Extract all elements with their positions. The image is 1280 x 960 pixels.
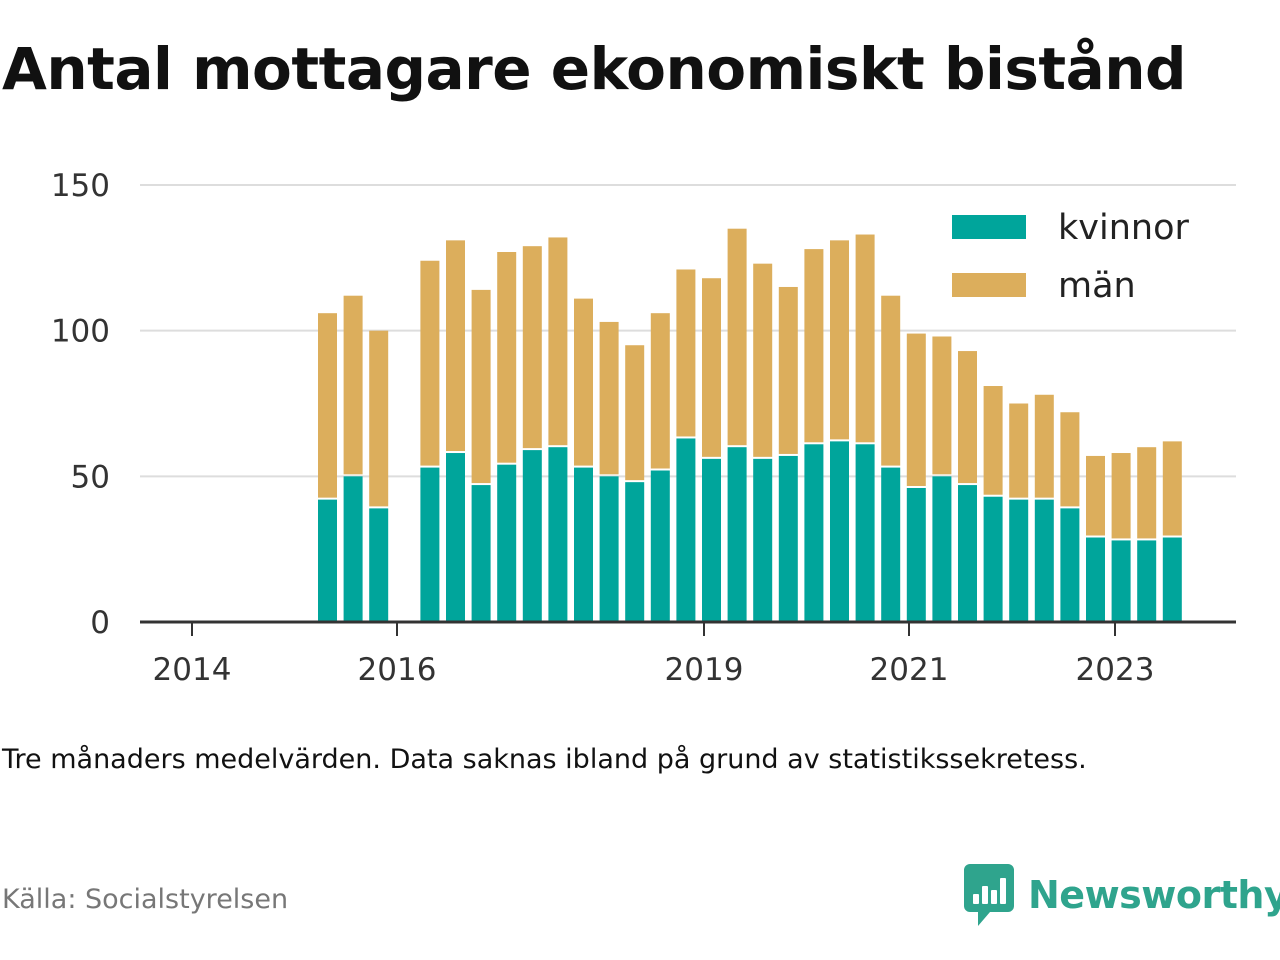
bars [318, 228, 1182, 622]
bar-kvinnor [676, 438, 696, 622]
bar-man [343, 295, 363, 475]
bar-kvinnor [446, 453, 465, 622]
bar-kvinnor [1162, 537, 1182, 622]
bar-man [446, 240, 465, 452]
bar-kvinnor [1060, 508, 1080, 622]
bar-kvinnor [906, 487, 926, 622]
bar-kvinnor [855, 444, 875, 622]
chart-title: Antal mottagare ekonomiskt bistånd [2, 35, 1187, 103]
y-tick-label: 50 [71, 459, 110, 495]
bar-man [1111, 453, 1131, 539]
bar-kvinnor [369, 508, 389, 622]
bar-kvinnor [420, 467, 440, 622]
bar-man [778, 286, 798, 454]
x-tick-label: 2019 [665, 652, 744, 688]
bar-kvinnor [343, 476, 363, 622]
bar-kvinnor [727, 447, 747, 622]
legend-label: kvinnor [1058, 208, 1189, 248]
bar-kvinnor [650, 470, 670, 622]
y-tick-label: 100 [51, 314, 110, 350]
legend-swatch [952, 273, 1026, 297]
x-axis: 2014 2016 2019 2021 2023 [140, 620, 1236, 688]
bar-man [1086, 455, 1105, 536]
x-tick-label: 2021 [870, 652, 949, 688]
bar-man [574, 298, 593, 466]
bar-man [625, 345, 645, 481]
bar-man [958, 351, 977, 484]
bar-kvinnor [932, 476, 952, 622]
bar-man [753, 263, 773, 457]
bar-man [471, 289, 491, 484]
brand-name: Newsworthy [1028, 873, 1280, 917]
bar-kvinnor [958, 485, 977, 622]
bar-man [702, 278, 721, 457]
legend-swatch [952, 215, 1026, 239]
newsworthy-logo-icon [964, 864, 1014, 926]
bar-man [497, 252, 517, 463]
stacked-bar-chart: 0 50 100 150 2014 2016 2019 2021 2023 kvinnor mä… [51, 168, 1236, 688]
bar-man [804, 249, 824, 443]
bar-kvinnor [753, 458, 773, 622]
bar-kvinnor [574, 467, 593, 622]
bar-man [599, 321, 619, 475]
bar-kvinnor [1034, 499, 1054, 622]
y-tick-label: 0 [90, 605, 110, 641]
bar-kvinnor [881, 467, 901, 622]
bar-kvinnor [548, 447, 568, 622]
bar-kvinnor [522, 450, 542, 622]
bar-man [727, 228, 747, 446]
bar-man [548, 237, 568, 446]
bar-man [522, 246, 542, 449]
bar-man [676, 269, 696, 437]
bar-man [830, 240, 849, 440]
bar-kvinnor [1009, 499, 1029, 622]
x-tick-label: 2023 [1076, 652, 1155, 688]
legend-label: män [1058, 266, 1136, 306]
bar-kvinnor [778, 455, 798, 622]
y-tick-label: 150 [51, 168, 110, 204]
bar-man [855, 234, 875, 443]
bar-kvinnor [497, 464, 517, 622]
bar-man [1009, 403, 1029, 498]
y-axis-tick-labels: 0 50 100 150 [51, 168, 110, 641]
bar-kvinnor [625, 482, 645, 622]
bar-man [1034, 394, 1054, 498]
bar-man [318, 313, 337, 498]
bar-kvinnor [318, 499, 337, 622]
bar-man [420, 260, 440, 466]
bar-man [906, 333, 926, 486]
x-tick-label: 2016 [358, 652, 437, 688]
bar-man [932, 336, 952, 475]
bar-kvinnor [471, 485, 491, 622]
bar-man [650, 313, 670, 469]
bar-man [369, 330, 389, 507]
bar-kvinnor [702, 458, 721, 622]
bar-kvinnor [804, 444, 824, 622]
legend: kvinnor män [952, 208, 1189, 306]
bar-kvinnor [1086, 537, 1105, 622]
bar-man [1060, 412, 1080, 507]
brand-logo: Newsworthy [964, 864, 1280, 926]
bar-kvinnor [983, 496, 1003, 622]
bar-man [1162, 441, 1182, 536]
bar-man [1137, 447, 1157, 539]
bar-kvinnor [1137, 540, 1157, 622]
chart-footnote: Tre månaders medelvärden. Data saknas ib… [2, 744, 1087, 775]
source-credit: Källa: Socialstyrelsen [2, 884, 289, 915]
bar-man [983, 386, 1003, 495]
bar-man [881, 295, 901, 466]
bar-kvinnor [599, 476, 619, 622]
x-tick-label: 2014 [153, 652, 232, 688]
bar-kvinnor [1111, 540, 1131, 622]
bar-kvinnor [830, 441, 849, 622]
